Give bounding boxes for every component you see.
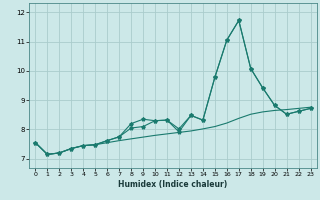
- X-axis label: Humidex (Indice chaleur): Humidex (Indice chaleur): [118, 180, 228, 189]
